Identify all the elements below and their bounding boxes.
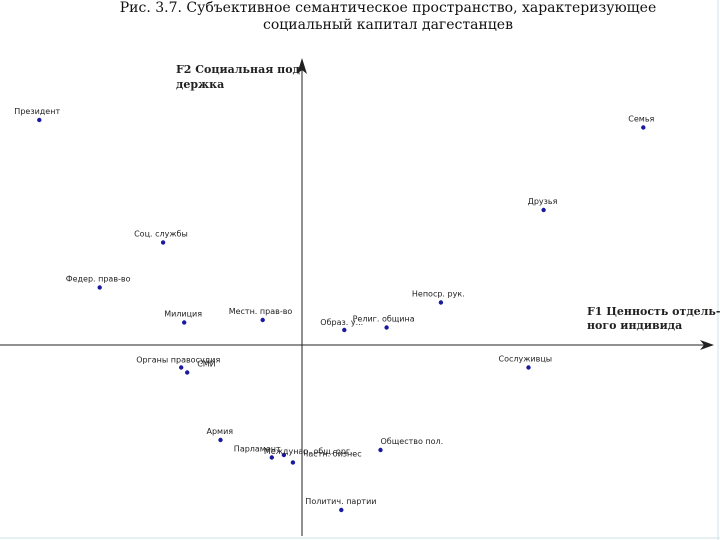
point-marker: [378, 447, 383, 453]
data-points: Президент Семья Друзья Соц. службы Федер. пр…: [14, 107, 655, 513]
point-label: Религ. община: [353, 315, 415, 324]
point-label: Непоср. рук.: [412, 290, 465, 299]
y-axis-title-line-1: F2 Социальная под-: [176, 63, 304, 76]
data-point: Семья: [628, 115, 655, 130]
point-label: Общество пол.: [381, 437, 444, 446]
point-label: Федер. прав-во: [66, 275, 131, 284]
point-label: Соц. службы: [134, 230, 188, 239]
y-axis-arrow: [297, 58, 307, 74]
data-point: СМИ: [185, 360, 216, 375]
point-marker: [339, 507, 344, 513]
chart-title-line-1: Рис. 3.7. Субъективное семантическое про…: [120, 0, 657, 16]
point-marker: [438, 300, 444, 305]
data-point: Общество пол.: [378, 437, 444, 453]
point-marker: [541, 207, 546, 213]
data-point: Образ. у...: [320, 318, 363, 333]
point-marker: [641, 125, 646, 130]
point-marker: [218, 437, 223, 443]
point-marker: [97, 285, 102, 290]
point-label: Местн. прав-во: [229, 307, 293, 316]
data-point: Органы правосудия: [136, 356, 220, 370]
x-axis-arrow: [700, 340, 714, 350]
axes: [0, 58, 714, 536]
x-axis-title-line-2: ного индивида: [587, 319, 682, 332]
point-marker: [179, 365, 184, 370]
data-point: Религ. община: [353, 315, 415, 330]
x-axis-title-line-1: F1 Ценность отдель-: [587, 305, 720, 318]
point-label: Парламент: [234, 445, 281, 454]
y-axis-title-line-2: держка: [176, 78, 224, 91]
point-marker: [526, 365, 531, 370]
data-point: Местн. прав-во: [229, 307, 293, 323]
point-marker: [185, 370, 190, 375]
point-label: Политич. партии: [305, 497, 376, 506]
point-label: Милиция: [164, 310, 202, 319]
point-label: Образ. у...: [320, 318, 363, 327]
data-point: Армия: [207, 427, 234, 443]
data-point: Друзья: [528, 197, 558, 213]
point-label: Сослуживцы: [499, 355, 553, 364]
point-label: Частн. бизнес: [303, 450, 362, 459]
point-label: Семья: [628, 115, 654, 124]
point-marker: [160, 240, 166, 245]
point-label: Междунар. общ. орг.: [264, 447, 353, 456]
chart-title-line-2: социальный капитал дагестанцев: [263, 17, 513, 33]
data-point: Частн. бизнес: [290, 450, 362, 465]
point-marker: [384, 325, 389, 330]
data-point: Политич. партии: [305, 497, 376, 513]
point-marker: [269, 455, 274, 460]
point-marker: [281, 452, 287, 458]
point-marker: [37, 117, 42, 123]
data-point: Президент: [14, 107, 60, 123]
data-point: Федер. прав-во: [66, 275, 131, 290]
data-point: Непоср. рук.: [412, 290, 465, 305]
data-point: Соц. службы: [134, 230, 188, 245]
point-label: СМИ: [197, 360, 215, 369]
data-point: Милиция: [164, 310, 202, 325]
point-label: Армия: [207, 427, 234, 436]
point-label: Друзья: [528, 197, 558, 206]
data-point: Междунар. общ. орг.: [264, 447, 353, 458]
point-marker: [290, 460, 296, 465]
data-point: Парламент: [234, 445, 281, 460]
point-label: Президент: [14, 107, 60, 116]
point-marker: [182, 320, 187, 325]
data-point: Сослуживцы: [499, 355, 553, 370]
point-label: Органы правосудия: [136, 356, 220, 365]
point-marker: [342, 327, 347, 333]
point-marker: [260, 317, 265, 323]
